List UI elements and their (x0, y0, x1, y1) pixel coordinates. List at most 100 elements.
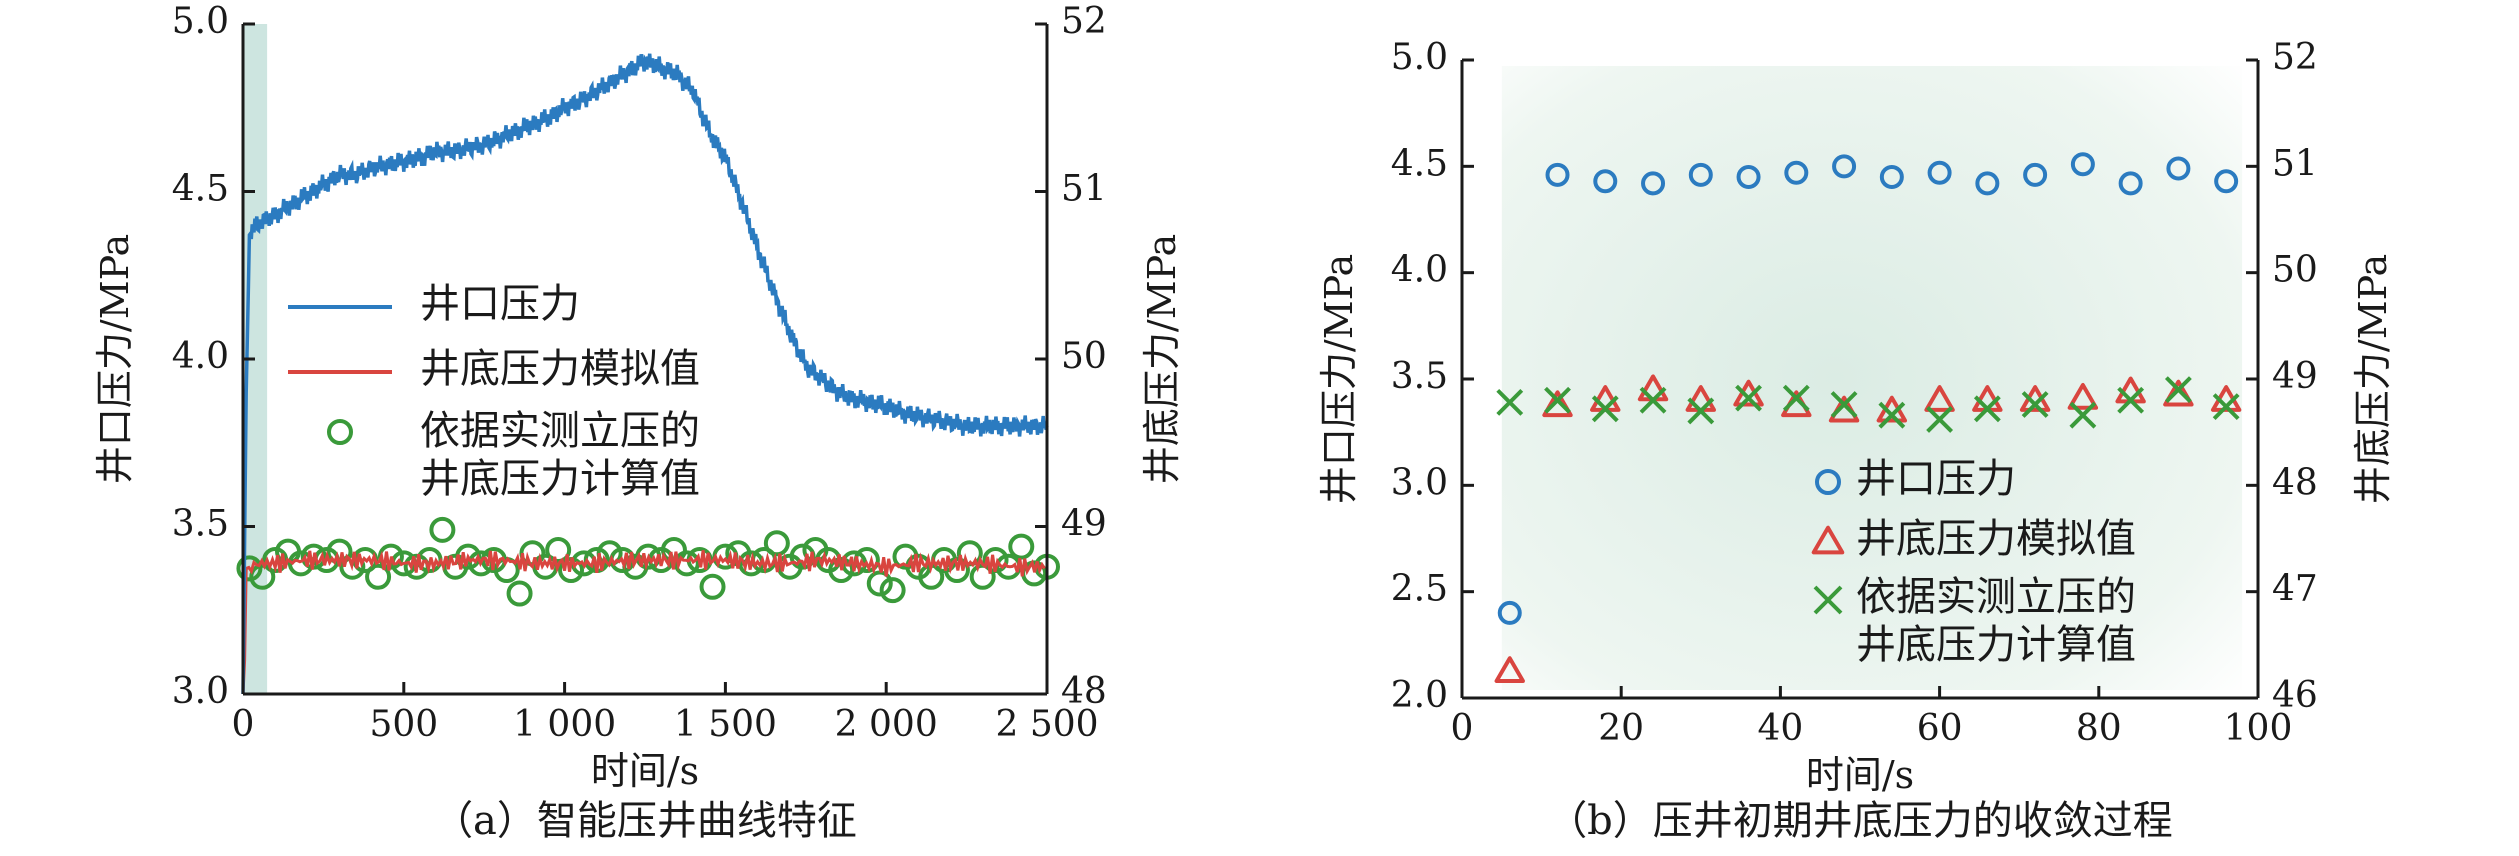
data-point-computed (763, 530, 790, 557)
y-left-tick-label: 5.0 (1391, 37, 1448, 78)
data-point-wellhead (2023, 162, 2048, 187)
x-tick-label: 500 (369, 704, 438, 745)
legend-swatch-simulated (1811, 525, 1845, 555)
chart-a: 0 500 1 000 1 500 2 000 2 500 3.0 3.5 4.0 4.5 5.0 4… (93, 1, 1184, 844)
data-point-computed (879, 577, 906, 604)
legend-label-computed: 井底压力计算值 (1856, 622, 2136, 668)
y-right-tick-label: 47 (2272, 569, 2318, 610)
data-point-wellhead (1736, 164, 1761, 189)
data-point-computed (673, 550, 700, 577)
legend-label-simulated: 井底压力模拟值 (1856, 516, 2136, 562)
series-computed (1496, 376, 2240, 433)
shaded-region (1501, 66, 2243, 690)
data-point-computed (545, 536, 572, 563)
y-left-tick-label: 4.0 (172, 336, 229, 377)
y-left-tick-label: 3.0 (1391, 462, 1448, 503)
legend-label-simulated: 井底压力模拟值 (420, 346, 700, 392)
y-right-tick-label: 46 (2272, 675, 2318, 716)
x-tick-label: 1 500 (674, 704, 777, 745)
y-right-tick-label: 48 (2272, 462, 2318, 503)
y-left-tick-label: 3.0 (172, 671, 229, 712)
x-axis-label: 时间/s (591, 749, 699, 793)
data-point-wellhead (2070, 152, 2095, 177)
data-point-computed (2021, 391, 2049, 418)
data-point-wellhead (1545, 162, 1570, 187)
x-tick-label: 60 (1917, 708, 1963, 749)
series-wellhead (1497, 152, 2239, 625)
x-tick-label: 1 000 (513, 704, 616, 745)
data-point-wellhead (1497, 600, 1522, 625)
series-line-simulated (241, 549, 1046, 695)
y-right-axis-label: 井底压力/MPa (1140, 234, 1184, 484)
y-left-tick-label: 4.0 (1391, 250, 1448, 291)
y-left-tick-label: 3.5 (1391, 356, 1448, 397)
data-point-wellhead (1784, 160, 1809, 185)
data-point-computed (2212, 393, 2240, 421)
y-right-tick-label: 49 (2272, 356, 2318, 397)
y-right-tick-label: 52 (2272, 37, 2318, 78)
x-tick-label: 80 (2076, 708, 2122, 749)
y-left-tick-label: 2.0 (1391, 675, 1448, 716)
series-line-wellhead (241, 53, 1049, 695)
data-point-wellhead (2166, 156, 2191, 181)
legend-swatch-wellhead (1815, 469, 1841, 495)
data-point-wellhead (1593, 169, 1618, 194)
data-point-wellhead (1641, 171, 1666, 196)
data-point-computed (1639, 386, 1667, 414)
x-tick-label: 2 500 (995, 704, 1098, 745)
data-point-computed (236, 555, 263, 582)
x-tick-label: 0 (1451, 708, 1474, 749)
data-point-computed (1544, 386, 1571, 414)
y-right-tick-label: 50 (2272, 250, 2318, 291)
x-axis-label: 时间/s (1806, 753, 1914, 797)
y-right-tick-label: 52 (1061, 1, 1107, 42)
legend-label-wellhead: 井口压力 (1856, 456, 2016, 502)
data-point-computed (2069, 401, 2097, 429)
data-point-simulated (1924, 385, 1955, 412)
y-left-tick-label: 2.5 (1391, 569, 1448, 610)
y-left-axis-label: 井口压力/MPa (1317, 254, 1361, 504)
y-right-tick-label: 49 (1061, 504, 1107, 545)
chart-caption: （b）压井初期井底压力的收敛过程 (1547, 798, 2173, 844)
x-tick-label: 40 (1757, 708, 1803, 749)
legend-label-computed: 依据实测立压的 (1856, 574, 2136, 620)
data-point-computed (1973, 395, 2001, 423)
data-point-simulated (2067, 382, 2099, 410)
y-left-tick-label: 5.0 (172, 1, 229, 42)
data-point-wellhead (1927, 160, 1952, 185)
data-point-computed (699, 573, 726, 600)
data-point-computed (1735, 384, 1762, 412)
data-point-wellhead (1688, 162, 1713, 187)
y-right-tick-label: 51 (2272, 143, 2318, 184)
legend-label-computed: 依据实测立压的 (420, 408, 700, 454)
data-point-wellhead (1879, 164, 1904, 189)
data-point-simulated (1542, 390, 1573, 418)
x-tick-label: 0 (232, 704, 255, 745)
legend-swatch-computed (1813, 585, 1843, 615)
data-point-wellhead (2214, 169, 2239, 194)
data-point-computed (1687, 397, 1715, 425)
data-point-computed (1782, 384, 1810, 412)
data-point-computed (1496, 388, 1524, 416)
data-point-computed (506, 580, 533, 607)
x-tick-label: 2 000 (835, 704, 938, 745)
data-point-computed (2117, 386, 2145, 414)
y-right-tick-label: 51 (1061, 169, 1107, 210)
data-point-wellhead (2118, 171, 2143, 196)
data-point-computed (429, 516, 456, 543)
x-tick-label: 100 (2224, 708, 2293, 749)
data-point-computed (1878, 401, 1906, 429)
legend-label-computed: 井底压力计算值 (420, 456, 700, 502)
y-left-axis-label: 井口压力/MPa (93, 234, 137, 484)
chart-caption: （a）智能压井曲线特征 (433, 798, 857, 844)
y-right-axis-label: 井底压力/MPa (2351, 254, 2395, 504)
data-point-simulated (2163, 379, 2194, 407)
y-left-tick-label: 4.5 (172, 169, 229, 210)
data-point-wellhead (1832, 154, 1857, 179)
data-point-computed (1008, 533, 1035, 560)
y-right-tick-label: 48 (1061, 671, 1107, 712)
data-point-wellhead (1975, 171, 2000, 196)
y-left-tick-label: 3.5 (172, 504, 229, 545)
